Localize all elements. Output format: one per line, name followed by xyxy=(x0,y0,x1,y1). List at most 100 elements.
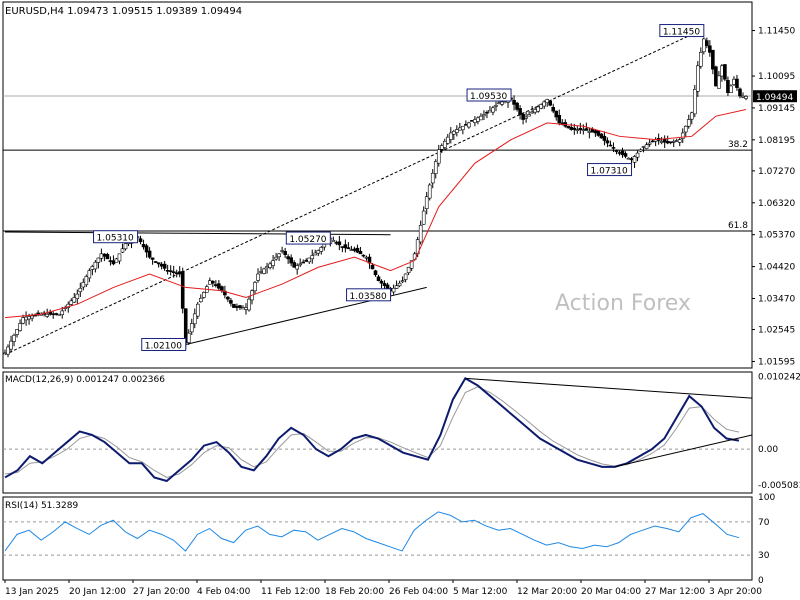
candle-body xyxy=(147,250,152,258)
candle xyxy=(482,110,486,121)
candle-body xyxy=(229,300,233,304)
candle xyxy=(518,105,522,120)
candle-body xyxy=(376,276,381,281)
candle xyxy=(491,105,495,116)
candle xyxy=(723,63,727,82)
rsi-title: RSI(14) 51.3289 xyxy=(5,501,78,511)
candle-body xyxy=(611,147,616,149)
candle-body xyxy=(361,254,366,257)
candle-body xyxy=(96,257,101,263)
candle xyxy=(608,140,613,147)
candle xyxy=(494,101,498,112)
candle xyxy=(105,252,110,260)
candle-body xyxy=(629,158,634,161)
macd-tick-label: -0.005081 xyxy=(758,481,800,491)
current-price-tag: 1.09494 xyxy=(753,90,797,103)
candle xyxy=(180,267,185,314)
candle xyxy=(696,61,700,97)
candle-body xyxy=(473,119,477,123)
candle-body xyxy=(554,110,559,118)
candle xyxy=(602,131,607,146)
candle-body xyxy=(111,260,116,265)
candle-body xyxy=(626,157,631,160)
candle xyxy=(361,254,366,258)
candle xyxy=(256,268,260,283)
candle-body xyxy=(488,109,492,113)
candle xyxy=(319,245,324,255)
candle-body xyxy=(714,66,718,87)
candle xyxy=(418,220,423,245)
candle xyxy=(584,122,589,131)
candle xyxy=(75,289,80,304)
price-tick-label: 1.08195 xyxy=(758,136,795,146)
candle xyxy=(611,142,616,153)
candle-body xyxy=(6,346,10,355)
candle xyxy=(171,265,176,278)
candle xyxy=(202,291,206,299)
annotation-label: 1.07310 xyxy=(591,167,628,177)
candle xyxy=(292,260,296,268)
x-tick-label: 20 Jan 12:00 xyxy=(69,587,126,597)
candle-body xyxy=(620,150,625,156)
candle xyxy=(271,254,275,270)
candle xyxy=(527,110,531,117)
candle-body xyxy=(265,266,269,269)
candle xyxy=(313,249,318,256)
x-tick-label: 13 Jan 2025 xyxy=(5,587,59,597)
candle xyxy=(195,301,200,319)
candle-body xyxy=(220,286,224,292)
candle-body xyxy=(635,152,640,158)
candle xyxy=(578,122,583,134)
candle-body xyxy=(78,287,83,293)
candle xyxy=(226,296,230,303)
current-price-label: 1.09494 xyxy=(756,93,793,103)
candle-body xyxy=(189,323,194,333)
candle-body xyxy=(476,117,480,122)
candle-body xyxy=(696,65,700,92)
candle-body xyxy=(214,284,218,287)
candle-body xyxy=(352,248,357,251)
symbol-header: EURUSD,H4 1.09473 1.09515 1.09389 1.0949… xyxy=(5,6,242,17)
candle xyxy=(331,236,336,242)
candle-body xyxy=(602,135,607,141)
annotation-box xyxy=(659,24,705,38)
candle-body xyxy=(3,352,7,355)
macd-tick-label: 0.010242 xyxy=(758,373,800,383)
candle xyxy=(138,235,143,245)
macd-title: MACD(12,26,9) 0.001247 0.002366 xyxy=(5,375,165,385)
candle xyxy=(337,235,342,251)
candle-body xyxy=(680,132,685,139)
candle-body xyxy=(183,308,188,344)
candle-body xyxy=(289,257,293,264)
candle-body xyxy=(162,263,167,269)
candle xyxy=(274,252,278,261)
price-annotations: 1.11450 1.09530 1.07310 1.05310 1.05270 1.035… xyxy=(93,24,705,351)
candle xyxy=(123,243,128,251)
candle-body xyxy=(385,284,390,289)
candle-body xyxy=(729,85,733,94)
candle-body xyxy=(174,272,179,275)
candle-body xyxy=(485,111,489,114)
candle-body xyxy=(397,282,402,287)
candle-body xyxy=(256,273,260,281)
candle-body xyxy=(608,144,613,147)
candle xyxy=(283,247,287,259)
candle xyxy=(686,114,691,129)
candle xyxy=(717,71,721,89)
candle-body xyxy=(470,120,474,122)
candle-body xyxy=(226,296,230,300)
candle-body xyxy=(406,266,411,273)
annotation-2: 1.07310 xyxy=(587,163,633,177)
price-tick-label: 1.10095 xyxy=(758,72,795,82)
candle-body xyxy=(445,136,450,144)
candle xyxy=(150,257,155,265)
candle xyxy=(144,243,149,258)
candle-body xyxy=(479,115,483,121)
x-tick-label: 12 Mar 20:00 xyxy=(517,587,577,597)
candle xyxy=(117,253,122,265)
candle xyxy=(551,103,556,114)
candle-body xyxy=(455,129,459,133)
candle-body xyxy=(268,263,272,268)
candle-body xyxy=(482,114,486,117)
